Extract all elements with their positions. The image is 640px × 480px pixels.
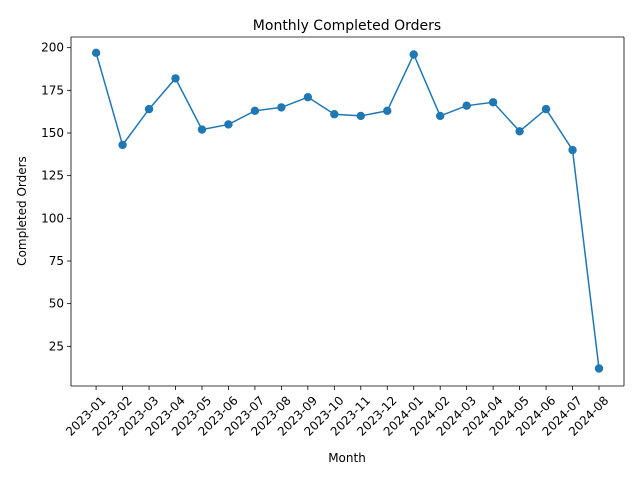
- data-point: [171, 74, 180, 83]
- series-line: [95, 52, 600, 369]
- data-point: [197, 125, 207, 134]
- x-axis-label: Month: [328, 451, 366, 465]
- data-point: [488, 98, 498, 107]
- y-tick-label: 125: [41, 169, 64, 183]
- data-point: [356, 111, 365, 121]
- data-point: [383, 106, 392, 116]
- data-point: [568, 145, 577, 155]
- chart-title: Monthly Completed Orders: [253, 18, 441, 34]
- data-point: [435, 111, 445, 121]
- y-tick-label: 100: [41, 211, 64, 225]
- data-point: [462, 101, 471, 110]
- y-tick-label: 25: [49, 339, 64, 353]
- y-tick-label: 150: [41, 126, 64, 140]
- plot-area: [91, 48, 604, 373]
- data-point: [515, 127, 524, 136]
- y-axis: 25 50 75 100 125 150 175 200: [41, 37, 625, 386]
- y-tick-label: 75: [49, 254, 64, 268]
- data-point: [250, 106, 260, 116]
- data-point: [224, 120, 233, 129]
- y-tick-label: 175: [41, 83, 64, 97]
- data-point: [330, 110, 339, 119]
- data-point: [144, 104, 154, 114]
- data-point: [118, 140, 127, 150]
- data-point: [277, 103, 286, 112]
- y-tick-label: 50: [49, 297, 64, 311]
- data-point: [594, 364, 604, 373]
- data-point: [541, 104, 551, 114]
- data-point: [409, 50, 418, 59]
- data-point: [91, 48, 101, 57]
- data-point: [303, 92, 313, 102]
- y-axis-label: Completed Orders: [15, 156, 29, 266]
- y-tick-label: 200: [41, 41, 64, 55]
